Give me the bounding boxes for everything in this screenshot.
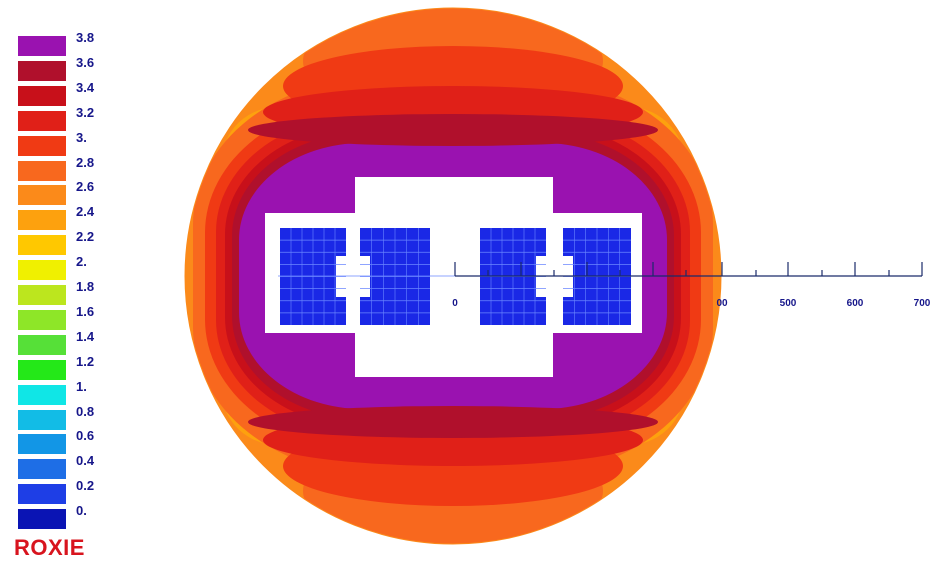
legend-item: 3. — [18, 130, 158, 156]
legend-item: 0.4 — [18, 453, 158, 480]
legend-item: 1.8 — [18, 279, 158, 305]
contour-bands — [185, 8, 721, 544]
legend-swatch — [18, 509, 66, 530]
legend-item: 2.8 — [18, 155, 158, 181]
legend-item: 0.8 — [18, 404, 158, 430]
legend-label: 1.8 — [76, 279, 95, 294]
legend-item: 2. — [18, 254, 158, 281]
scale-tick-label: 500 — [780, 298, 797, 309]
legend-swatch — [18, 409, 66, 430]
legend-item: 1.4 — [18, 329, 158, 355]
legend-swatch — [18, 334, 66, 355]
scale-tick-label: 600 — [847, 298, 864, 309]
legend-item: 3.6 — [18, 55, 158, 81]
legend-label: 0. — [76, 503, 87, 519]
legend-label: 2.6 — [76, 179, 95, 195]
legend-swatch — [18, 484, 66, 505]
legend-label: 2. — [76, 254, 87, 270]
legend-swatch — [18, 160, 66, 181]
scale-tick-label: 700 — [914, 298, 931, 309]
legend-label: 3.2 — [76, 104, 95, 120]
legend-swatch — [18, 285, 66, 305]
legend-label: 2.2 — [76, 229, 95, 245]
scale-tick-label: 00 — [716, 298, 728, 309]
legend-item: 1.2 — [18, 354, 158, 380]
legend-swatch — [18, 36, 66, 56]
legend-label: 1.2 — [76, 353, 95, 369]
legend-label: 0.8 — [76, 403, 95, 419]
legend-label: 2.4 — [76, 204, 95, 220]
legend-swatch — [18, 235, 66, 256]
legend-swatch — [18, 384, 66, 405]
legend-label: 2.8 — [76, 154, 95, 170]
coil-block — [280, 228, 346, 325]
legend-item: 2.4 — [18, 204, 158, 231]
legend-label: 0.6 — [76, 428, 95, 444]
legend-item: 3.2 — [18, 105, 158, 131]
legend-label: 1. — [76, 378, 87, 394]
legend-item: 3.8 — [18, 30, 158, 56]
legend-swatch — [18, 185, 66, 206]
scale-bar: 0 00 500 600 700 — [452, 262, 931, 309]
legend-item: 1.6 — [18, 304, 158, 330]
brand-logo: ROXIE — [14, 535, 85, 560]
contour-band — [248, 406, 658, 438]
scale-tick-label: 0 — [452, 298, 458, 309]
legend-item: 0.2 — [18, 478, 158, 505]
legend-label: 3.6 — [76, 54, 95, 70]
legend-label: 3.4 — [76, 79, 95, 95]
legend-label: 3. — [76, 129, 87, 145]
legend-swatch — [18, 434, 66, 455]
legend-label: 0.2 — [76, 478, 95, 494]
legend-swatch — [18, 359, 66, 380]
legend-swatch — [18, 85, 66, 106]
legend-swatch — [18, 260, 66, 281]
legend-item: 1. — [18, 379, 158, 405]
legend-label: 0.4 — [76, 453, 95, 469]
legend-item: 0.6 — [18, 428, 158, 455]
legend-item: 3.4 — [18, 80, 158, 106]
legend-swatch — [18, 210, 66, 231]
legend-item: 2.6 — [18, 179, 158, 206]
legend-swatch — [18, 459, 66, 480]
legend-item: 0. — [18, 503, 158, 530]
legend-item: 2.2 — [18, 229, 158, 256]
legend-label: 1.6 — [76, 303, 95, 319]
contour-band — [248, 114, 658, 146]
legend-swatch — [18, 110, 66, 131]
legend-label: 1.4 — [76, 328, 95, 344]
legend-swatch — [18, 309, 66, 330]
legend-swatch — [18, 60, 66, 81]
coil-block — [360, 228, 430, 325]
color-legend: 3.8 3.6 3.4 3.2 3. 2.8 2.6 2.4 2.2 2. 1.8 1.6 1.4 1.2… — [0, 0, 150, 556]
legend-swatch — [18, 135, 66, 156]
legend-label: 3.8 — [76, 30, 95, 45]
